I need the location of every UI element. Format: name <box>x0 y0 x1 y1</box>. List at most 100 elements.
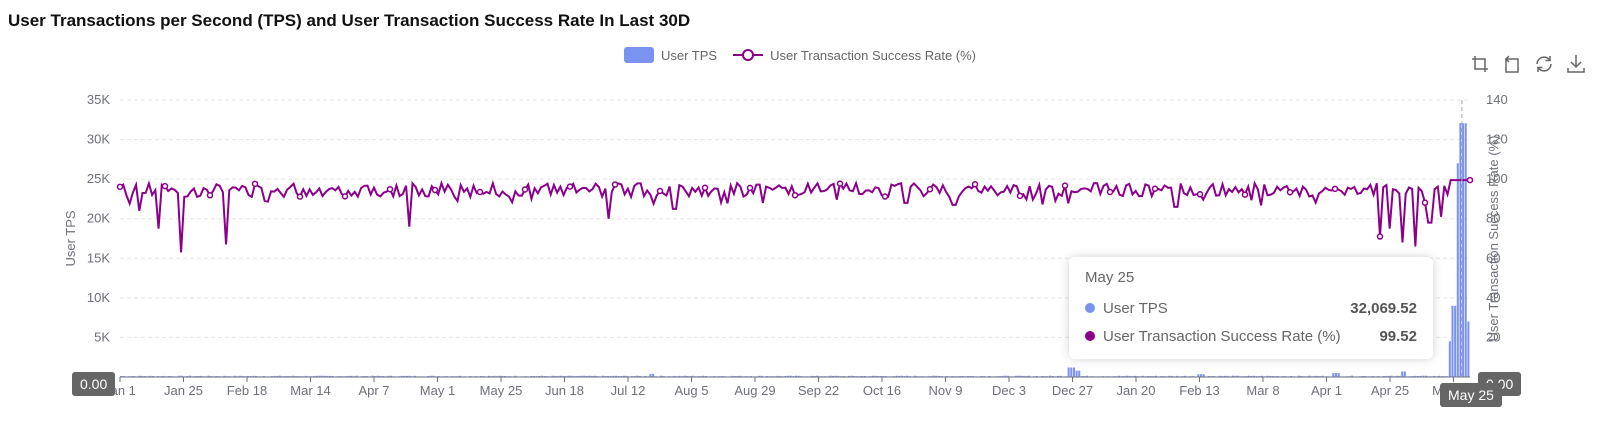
tps-bar <box>1072 367 1075 377</box>
x-tick-label: Nov 9 <box>929 383 963 398</box>
tps-bar <box>1226 375 1229 377</box>
tps-bar <box>1276 375 1279 377</box>
tooltip-dot-tps <box>1085 303 1095 313</box>
tps-bar <box>321 375 324 377</box>
tps-bar <box>1234 375 1237 377</box>
tps-bar <box>1454 305 1457 377</box>
tps-bar <box>900 375 903 377</box>
success-rate-point <box>206 192 214 199</box>
tps-bar <box>376 375 379 377</box>
tps-bar <box>273 375 276 377</box>
tps-bar <box>625 375 628 377</box>
tooltip-row-rate: User Transaction Success Rate (%) 99.52 <box>1085 322 1417 350</box>
tps-bar <box>1316 375 1319 377</box>
download-icon[interactable] <box>1564 52 1588 76</box>
tps-bar <box>318 375 321 377</box>
tps-bar <box>914 375 917 377</box>
tps-bar <box>649 373 652 377</box>
legend-item-tps[interactable]: User TPS <box>623 47 717 63</box>
tps-bar <box>1057 375 1060 377</box>
tps-bar <box>1398 375 1401 377</box>
success-rate-point <box>116 183 124 191</box>
tps-bar <box>1027 375 1030 377</box>
success-rate-point <box>1061 182 1069 189</box>
tps-bar <box>493 375 496 377</box>
tps-bar <box>1401 371 1404 377</box>
tps-bar <box>686 375 689 377</box>
success-rate-point <box>881 193 889 200</box>
legend: User TPS User Transaction Success Rate (… <box>0 44 1600 66</box>
tps-bar <box>487 375 490 377</box>
x-tick-label: Apr 1 <box>1311 383 1342 398</box>
success-rate-point <box>1421 199 1429 206</box>
success-rate-point <box>611 181 619 188</box>
tps-bar <box>501 375 504 377</box>
tps-bar <box>255 375 258 377</box>
tps-bar <box>795 375 798 377</box>
tps-bar <box>1128 375 1131 377</box>
tps-bar <box>935 375 938 377</box>
tps-bar <box>673 375 676 377</box>
x-tick-label: Jul 12 <box>611 383 646 398</box>
tps-bar <box>278 375 281 377</box>
tps-bar <box>1067 367 1070 377</box>
success-rate-point <box>251 180 259 188</box>
tps-bar <box>580 375 583 377</box>
tooltip-label-rate: User Transaction Success Rate (%) <box>1103 327 1341 345</box>
tps-bar <box>233 375 236 377</box>
x-tick-label: Dec 3 <box>992 383 1026 398</box>
success-rate-point <box>386 185 394 193</box>
tps-bar <box>1014 375 1017 377</box>
tps-bar <box>776 375 779 377</box>
tps-bar <box>1078 370 1081 377</box>
tps-bar <box>847 375 850 377</box>
tps-bar <box>1025 375 1028 377</box>
legend-label-rate: User Transaction Success Rate (%) <box>770 47 976 63</box>
tps-bar <box>292 375 295 377</box>
tps-bar <box>1125 375 1128 377</box>
tps-bar <box>329 375 332 377</box>
x-tick-label: Feb 18 <box>227 383 267 398</box>
success-rate-point <box>746 184 754 192</box>
tps-bar <box>967 375 970 377</box>
tps-bar <box>1364 375 1367 377</box>
zoom-reset-icon[interactable] <box>1500 52 1524 76</box>
tps-bar <box>1417 375 1420 377</box>
tps-bar <box>151 375 154 377</box>
tps-bar <box>1260 375 1263 377</box>
tps-bar <box>503 375 506 377</box>
grid-lines <box>120 99 1470 338</box>
tps-bar <box>247 375 250 377</box>
tps-bar <box>379 375 382 377</box>
tps-bar <box>1395 375 1398 377</box>
x-tick-label: Apr 25 <box>1371 383 1409 398</box>
tps-bar <box>739 375 742 377</box>
tps-bar <box>276 375 279 377</box>
tps-bar <box>432 375 435 377</box>
tps-bar <box>178 375 181 377</box>
y-left-axis-label: User TPS <box>63 210 78 266</box>
tooltip-row-tps: User TPS 32,069.52 <box>1085 294 1417 322</box>
tps-bar <box>387 375 390 377</box>
axis-pointer-left-value: 0.00 <box>72 372 116 396</box>
tps-bar <box>1297 375 1300 377</box>
legend-item-rate[interactable]: User Transaction Success Rate (%) <box>733 47 976 63</box>
restore-icon[interactable] <box>1532 52 1556 76</box>
zoom-icon[interactable] <box>1468 52 1492 76</box>
tps-bar <box>1403 371 1406 377</box>
success-rate-point <box>1376 233 1384 240</box>
tps-bar <box>937 375 940 377</box>
tps-bar <box>1462 123 1465 377</box>
tps-bar <box>514 375 517 377</box>
tps-bar <box>347 375 350 377</box>
y-right-tick-label: 60 <box>1486 250 1500 265</box>
tps-bar <box>834 375 837 377</box>
x-tick-label: May 25 <box>480 383 523 398</box>
tps-bar <box>702 375 705 377</box>
tps-bar <box>1202 374 1205 377</box>
tps-bar <box>498 375 501 377</box>
tps-bar <box>988 375 991 377</box>
tps-bar <box>797 375 800 377</box>
x-tick-label: Aug 5 <box>675 383 709 398</box>
